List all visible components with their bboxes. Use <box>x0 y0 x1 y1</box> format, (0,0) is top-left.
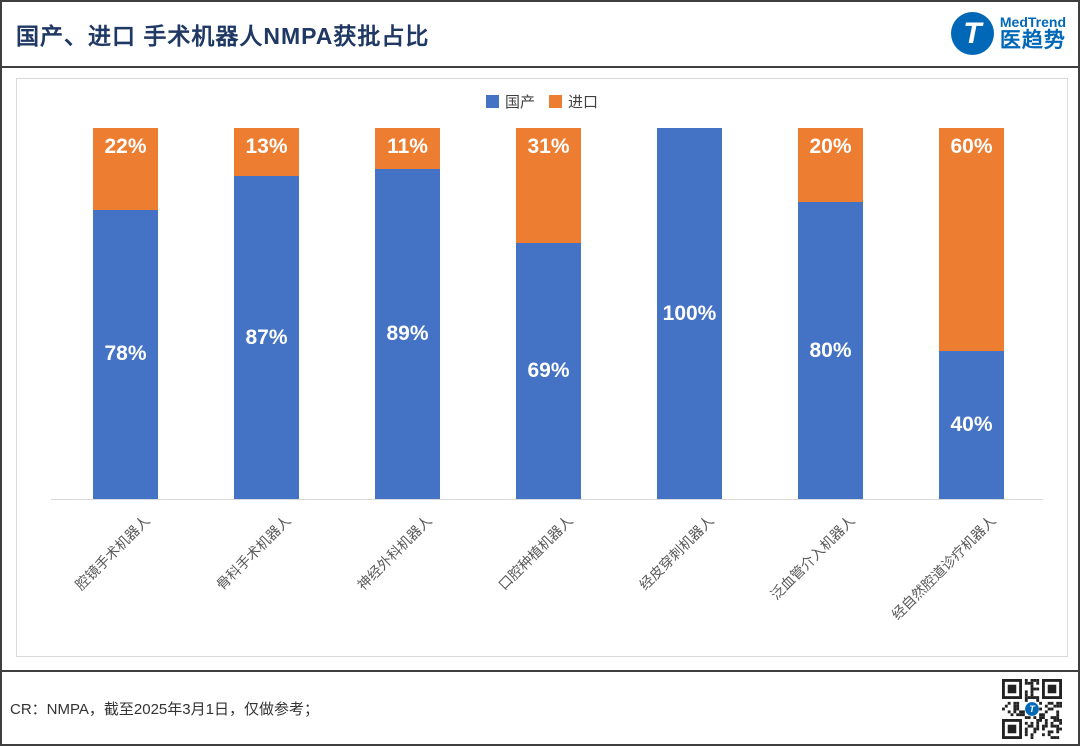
bar-value-label-imported: 20% <box>809 135 852 158</box>
medtrend-logo: T MedTrend 医趋势 <box>950 12 1066 55</box>
bar-value-label-imported: 60% <box>950 135 993 158</box>
x-axis-label: 神经外科机器人 <box>353 512 435 594</box>
bar-segment-domestic: 89% <box>375 168 440 499</box>
bar-segment-domestic: 80% <box>798 202 863 499</box>
bar-value-label-domestic: 89% <box>386 321 429 345</box>
footer: CR：NMPA，截至2025年3月1日，仅做参考； T <box>2 670 1078 744</box>
stacked-bar: 22% 78% <box>93 128 158 499</box>
brand-name-en: MedTrend <box>999 14 1066 31</box>
x-axis-label: 口腔种植机器人 <box>494 512 576 594</box>
x-axis-label: 经自然腔道诊疗机器人 <box>887 512 999 623</box>
bar-value-label-imported: 22% <box>104 135 147 158</box>
plot-area: 22% 78% 腔镜手术机器人 13% 87% 骨科手术机器人 11% 89% 神经外科机器人 3… <box>17 79 1067 656</box>
chart-legend: 国产 进口 <box>17 91 1067 112</box>
bar-value-label-domestic: 78% <box>104 342 147 366</box>
stacked-bar: 13% 87% <box>234 128 299 499</box>
bar-value-label-domestic: 87% <box>245 325 288 349</box>
stacked-bar: 100% <box>657 128 722 499</box>
bar-value-label-imported: 11% <box>387 135 428 158</box>
bar-segment-domestic: 78% <box>93 209 158 499</box>
stacked-bar: 20% 80% <box>798 128 863 499</box>
bar-value-label-imported: 13% <box>245 135 288 158</box>
chart-panel: 国产 进口 22% 78% 腔镜手术机器人 13% 87% 骨科手术机器人 11% 89% 神经外… <box>16 78 1068 657</box>
qr-code: T <box>1002 679 1062 739</box>
legend-swatch-icon <box>485 95 499 108</box>
legend-item-imported: 进口 <box>549 91 598 112</box>
source-note: CR：NMPA，截至2025年3月1日，仅做参考； <box>10 701 319 718</box>
x-axis-label: 泛血管介入机器人 <box>766 512 858 603</box>
header: 国产、进口 手术机器人NMPA获批占比 T MedTrend 医趋势 <box>2 2 1078 68</box>
legend-swatch-icon <box>549 95 562 108</box>
stacked-bar: 11% 89% <box>375 128 440 499</box>
page-title: 国产、进口 手术机器人NMPA获批占比 <box>16 23 430 49</box>
x-axis-label: 腔镜手术机器人 <box>71 512 153 594</box>
bar-value-label-domestic: 40% <box>950 412 993 436</box>
bar-value-label-domestic: 100% <box>662 301 717 325</box>
bar-segment-imported: 60% <box>939 128 1004 351</box>
bar-segment-domestic: 69% <box>516 243 581 499</box>
bar-segment-domestic: 100% <box>657 128 722 499</box>
bar-value-label-domestic: 80% <box>809 338 852 362</box>
bar-segment-domestic: 40% <box>939 350 1004 499</box>
bar-value-label-domestic: 69% <box>527 358 570 382</box>
x-axis-label: 骨科手术机器人 <box>212 512 294 594</box>
x-axis-label: 经皮穿刺机器人 <box>635 512 717 594</box>
bar-segment-imported: 20% <box>798 128 863 203</box>
logo-letter: T <box>963 16 982 50</box>
x-axis-line <box>51 499 1043 500</box>
brand-name-cn: 医趋势 <box>999 28 1066 52</box>
stacked-bar: 31% 69% <box>516 128 581 499</box>
bar-segment-imported: 22% <box>93 128 158 210</box>
legend-label: 进口 <box>568 94 599 111</box>
bar-segment-imported: 13% <box>234 128 299 177</box>
legend-label: 国产 <box>504 94 535 111</box>
bar-segment-domestic: 87% <box>234 176 299 499</box>
bar-segment-imported: 11% <box>375 128 440 169</box>
legend-item-domestic: 国产 <box>485 91 535 112</box>
bar-value-label-imported: 31% <box>527 135 570 158</box>
stacked-bar: 60% 40% <box>939 128 1004 499</box>
bar-segment-imported: 31% <box>516 128 581 243</box>
medtrend-logo-icon: T <box>950 12 994 55</box>
svg-text:T: T <box>1029 704 1036 714</box>
